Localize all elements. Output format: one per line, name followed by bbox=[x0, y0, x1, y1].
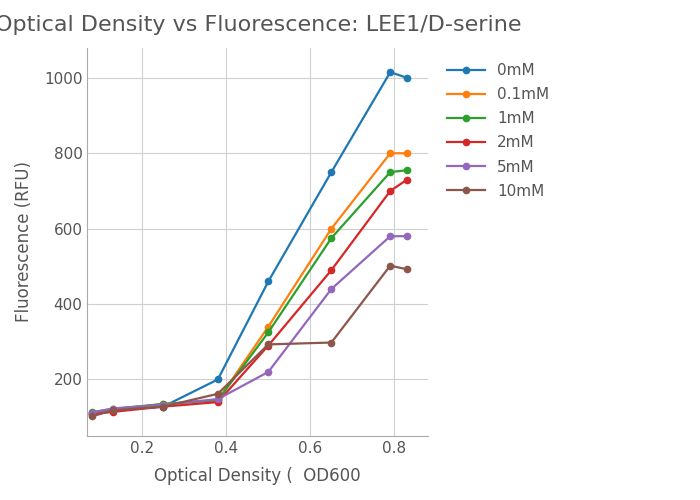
2mM bbox=[264, 342, 272, 348]
Title: Optical Density vs Fluorescence: LEE1/D-serine: Optical Density vs Fluorescence: LEE1/D-… bbox=[0, 15, 521, 35]
5mM bbox=[214, 396, 222, 402]
2mM bbox=[214, 399, 222, 405]
0.1mM bbox=[88, 410, 96, 416]
1mM bbox=[108, 406, 117, 412]
1mM bbox=[159, 401, 167, 407]
10mM bbox=[403, 266, 412, 272]
1mM bbox=[264, 330, 272, 336]
0mM bbox=[108, 408, 117, 414]
0.1mM bbox=[386, 150, 395, 156]
5mM bbox=[327, 286, 335, 292]
5mM bbox=[386, 233, 395, 239]
0mM bbox=[214, 376, 222, 382]
2mM bbox=[88, 411, 96, 417]
0.1mM bbox=[264, 324, 272, 330]
5mM bbox=[108, 406, 117, 411]
Line: 0mM: 0mM bbox=[89, 69, 410, 418]
10mM bbox=[386, 262, 395, 268]
0mM bbox=[159, 404, 167, 409]
1mM bbox=[88, 410, 96, 416]
2mM bbox=[327, 267, 335, 273]
0mM bbox=[403, 75, 412, 81]
0.1mM bbox=[108, 406, 117, 412]
0mM bbox=[264, 278, 272, 284]
1mM bbox=[386, 169, 395, 175]
0.1mM bbox=[214, 397, 222, 403]
2mM bbox=[108, 409, 117, 415]
Line: 1mM: 1mM bbox=[89, 167, 410, 416]
5mM bbox=[159, 402, 167, 407]
5mM bbox=[88, 410, 96, 416]
5mM bbox=[403, 233, 412, 239]
2mM bbox=[403, 176, 412, 182]
Y-axis label: Fluorescence (RFU): Fluorescence (RFU) bbox=[15, 162, 33, 322]
Legend: 0mM, 0.1mM, 1mM, 2mM, 5mM, 10mM: 0mM, 0.1mM, 1mM, 2mM, 5mM, 10mM bbox=[439, 56, 557, 206]
0mM bbox=[327, 169, 335, 175]
0mM bbox=[386, 69, 395, 75]
10mM bbox=[88, 414, 96, 420]
0.1mM bbox=[403, 150, 412, 156]
10mM bbox=[159, 404, 167, 409]
Line: 2mM: 2mM bbox=[89, 176, 410, 418]
1mM bbox=[327, 235, 335, 241]
10mM bbox=[214, 391, 222, 397]
10mM bbox=[264, 342, 272, 347]
0mM bbox=[88, 411, 96, 417]
Line: 5mM: 5mM bbox=[89, 233, 410, 416]
10mM bbox=[327, 340, 335, 345]
5mM bbox=[264, 369, 272, 375]
0.1mM bbox=[327, 226, 335, 232]
2mM bbox=[386, 188, 395, 194]
1mM bbox=[403, 167, 412, 173]
2mM bbox=[159, 404, 167, 409]
10mM bbox=[108, 408, 117, 414]
1mM bbox=[214, 397, 222, 403]
X-axis label: Optical Density (  OD600: Optical Density ( OD600 bbox=[155, 467, 361, 485]
Line: 10mM: 10mM bbox=[89, 262, 410, 420]
0.1mM bbox=[159, 401, 167, 407]
Line: 0.1mM: 0.1mM bbox=[89, 150, 410, 416]
